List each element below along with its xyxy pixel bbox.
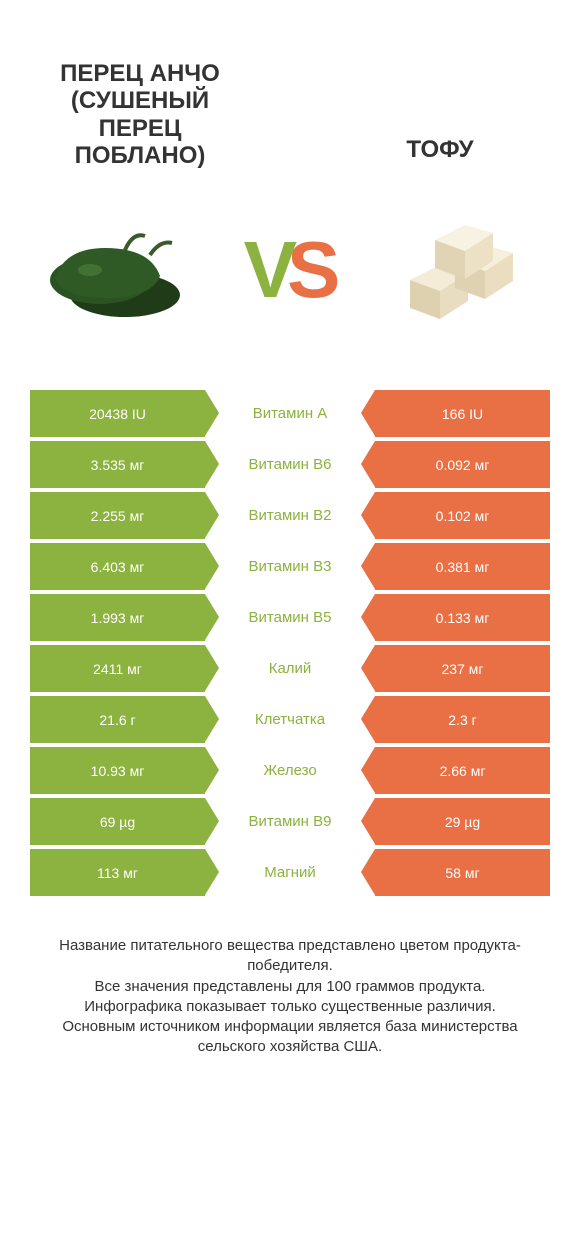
left-value: 2.255 мг (91, 508, 145, 524)
right-value-cell: 166 IU (375, 390, 550, 437)
left-product-title: ПЕРЕЦ АНЧО (СУШЕНЫЙ ПЕРЕЦ ПОБЛАНО) (40, 60, 240, 170)
right-value-cell: 0.381 мг (375, 543, 550, 590)
table-row: 2.255 мг Витамин B2 0.102 мг (30, 492, 550, 539)
right-value-cell: 0.133 мг (375, 594, 550, 641)
nutrient-label: Витамин B6 (249, 456, 332, 473)
left-value: 21.6 г (99, 712, 135, 728)
nutrient-label-cell: Витамин B5 (205, 594, 375, 641)
left-value-cell: 3.535 мг (30, 441, 205, 488)
left-value: 2411 мг (93, 661, 142, 677)
right-value-cell: 29 µg (375, 798, 550, 845)
header: ПЕРЕЦ АНЧО (СУШЕНЫЙ ПЕРЕЦ ПОБЛАНО) ТОФУ (0, 0, 580, 170)
left-value: 3.535 мг (91, 457, 145, 473)
nutrient-label: Железо (263, 762, 316, 779)
nutrient-label-cell: Витамин B3 (205, 543, 375, 590)
nutrient-label: Витамин A (253, 405, 328, 422)
left-value-cell: 2.255 мг (30, 492, 205, 539)
left-product-image (30, 200, 200, 340)
nutrient-table: 20438 IU Витамин A 166 IU 3.535 мг Витамин B… (30, 390, 550, 896)
table-row: 69 µg Витамин B9 29 µg (30, 798, 550, 845)
nutrient-label: Клетчатка (255, 711, 325, 728)
tofu-icon (380, 200, 550, 340)
right-value: 2.66 мг (440, 763, 486, 779)
right-value: 0.092 мг (436, 457, 490, 473)
right-product-image (380, 200, 550, 340)
nutrient-label: Калий (269, 660, 312, 677)
left-value-cell: 20438 IU (30, 390, 205, 437)
left-value-cell: 113 мг (30, 849, 205, 896)
table-row: 21.6 г Клетчатка 2.3 г (30, 696, 550, 743)
left-value: 6.403 мг (91, 559, 145, 575)
right-value: 237 мг (442, 661, 484, 677)
right-value: 29 µg (445, 814, 480, 830)
nutrient-label-cell: Витамин B2 (205, 492, 375, 539)
nutrient-label-cell: Витамин B9 (205, 798, 375, 845)
left-value: 69 µg (100, 814, 135, 830)
right-value: 166 IU (442, 406, 483, 422)
left-value-cell: 6.403 мг (30, 543, 205, 590)
table-row: 3.535 мг Витамин B6 0.092 мг (30, 441, 550, 488)
vs-s: S (287, 224, 336, 316)
right-value-cell: 0.102 мг (375, 492, 550, 539)
left-value: 10.93 мг (91, 763, 145, 779)
nutrient-label-cell: Железо (205, 747, 375, 794)
right-value: 2.3 г (448, 712, 476, 728)
right-value: 58 мг (445, 865, 479, 881)
nutrient-label-cell: Витамин B6 (205, 441, 375, 488)
right-value-cell: 2.3 г (375, 696, 550, 743)
left-value: 20438 IU (89, 406, 146, 422)
footer-line: Название питательного вещества представл… (30, 936, 550, 977)
right-value: 0.133 мг (436, 610, 490, 626)
footer-line: Все значения представлены для 100 граммо… (30, 977, 550, 997)
nutrient-label-cell: Витамин A (205, 390, 375, 437)
left-value-cell: 10.93 мг (30, 747, 205, 794)
pepper-icon (30, 200, 200, 340)
nutrient-label: Витамин B5 (249, 609, 332, 626)
nutrient-label-cell: Магний (205, 849, 375, 896)
right-value-cell: 58 мг (375, 849, 550, 896)
table-row: 2411 мг Калий 237 мг (30, 645, 550, 692)
vs-row: VS (0, 170, 580, 390)
table-row: 1.993 мг Витамин B5 0.133 мг (30, 594, 550, 641)
footer-line: Инфографика показывает только существенн… (30, 997, 550, 1017)
nutrient-label: Витамин B3 (249, 558, 332, 575)
nutrient-label: Магний (264, 864, 316, 881)
table-row: 6.403 мг Витамин B3 0.381 мг (30, 543, 550, 590)
left-value: 1.993 мг (91, 610, 145, 626)
table-row: 10.93 мг Железо 2.66 мг (30, 747, 550, 794)
nutrient-label: Витамин B2 (249, 507, 332, 524)
right-product-title: ТОФУ (340, 136, 540, 170)
table-row: 113 мг Магний 58 мг (30, 849, 550, 896)
vs-v: V (244, 224, 293, 316)
table-row: 20438 IU Витамин A 166 IU (30, 390, 550, 437)
footer-line: Основным источником информации является … (30, 1017, 550, 1058)
left-value-cell: 21.6 г (30, 696, 205, 743)
left-value-cell: 2411 мг (30, 645, 205, 692)
right-value: 0.381 мг (436, 559, 490, 575)
nutrient-label-cell: Калий (205, 645, 375, 692)
right-value: 0.102 мг (436, 508, 490, 524)
left-value-cell: 69 µg (30, 798, 205, 845)
right-value-cell: 237 мг (375, 645, 550, 692)
left-value-cell: 1.993 мг (30, 594, 205, 641)
right-value-cell: 2.66 мг (375, 747, 550, 794)
footer-notes: Название питательного вещества представл… (30, 936, 550, 1058)
left-value: 113 мг (97, 865, 138, 881)
vs-label: VS (244, 224, 337, 316)
right-value-cell: 0.092 мг (375, 441, 550, 488)
nutrient-label-cell: Клетчатка (205, 696, 375, 743)
nutrient-label: Витамин B9 (249, 813, 332, 830)
